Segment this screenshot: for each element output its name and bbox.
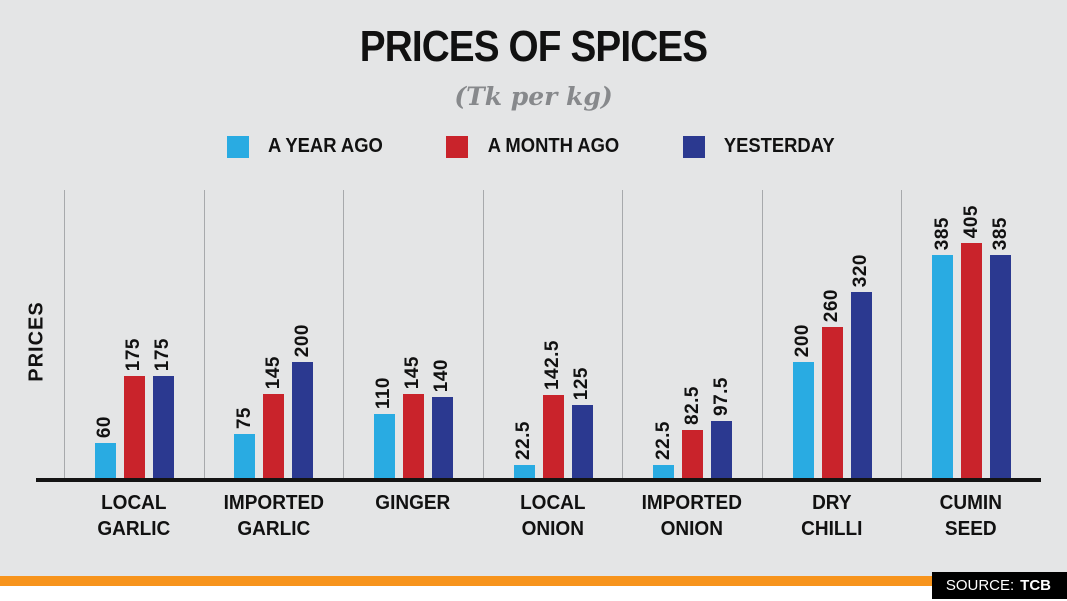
bar-cell: 60	[94, 416, 116, 478]
bar-cell: 200	[292, 324, 314, 478]
bar	[932, 255, 954, 478]
legend-swatch	[227, 135, 250, 158]
category-label: LOCAL ONION	[519, 492, 586, 540]
category-label: DRY CHILLI	[801, 492, 863, 540]
bar-value-label: 175	[123, 337, 145, 371]
bar-cell: 140	[431, 359, 453, 478]
bar	[263, 394, 285, 478]
bar	[513, 465, 535, 478]
orange-divider	[0, 576, 1067, 586]
bar-value-label: 320	[850, 253, 872, 287]
bar-value-label: 175	[152, 337, 174, 371]
bar-cell: 75	[234, 407, 256, 478]
bar-value-label: 140	[431, 358, 453, 392]
y-axis-label: PRICES	[25, 301, 48, 382]
bar-group: 75 145 200	[203, 190, 344, 478]
bar-cell: 145	[402, 356, 424, 478]
bar-value-label: 260	[821, 288, 843, 322]
bar-value-label: 22.5	[652, 421, 674, 460]
bar-cell: 110	[373, 377, 395, 478]
legend-item: A YEAR AGO	[227, 135, 388, 158]
bar-value-label: 200	[792, 323, 814, 357]
bar-group: 110 145 140	[343, 190, 483, 478]
bar	[850, 292, 872, 478]
bar	[123, 376, 145, 478]
bar-value-label: 22.5	[513, 421, 535, 460]
bar-value-label: 145	[402, 355, 424, 389]
bar-value-label: 385	[989, 216, 1011, 250]
bar	[431, 397, 453, 478]
category-label: LOCAL GARLIC	[97, 492, 171, 540]
bar-cell: 22.5	[653, 421, 675, 478]
bar-value-label: 97.5	[710, 377, 732, 416]
bar-group: 385 405 385	[901, 190, 1041, 478]
bar-cell: 22.5	[513, 421, 535, 478]
bar-cell: 145	[263, 356, 285, 478]
source-credit: SOURCE: TCB	[931, 572, 1067, 599]
bar	[542, 395, 564, 478]
bar	[292, 362, 314, 478]
bar	[711, 421, 733, 478]
legend-item: YESTERDAY	[683, 135, 839, 158]
legend-swatch	[683, 135, 706, 158]
bar-group: 200 260 320	[761, 190, 902, 478]
bar-value-label: 200	[291, 323, 313, 357]
bar	[152, 376, 174, 478]
bar	[821, 327, 843, 478]
x-axis-line	[36, 478, 1041, 482]
plot-area: 60 175 175 75 145 200 110 145 140 22.5 142.5 125 22.…	[64, 190, 1041, 478]
bar-cell: 320	[850, 254, 872, 478]
bar	[402, 394, 424, 478]
bar	[234, 434, 256, 478]
bar-cell: 142.5	[542, 340, 564, 478]
bar-cell: 200	[792, 324, 814, 478]
bar-value-label: 75	[233, 406, 255, 429]
bottom-strip	[0, 586, 1067, 601]
category-label: GINGER	[375, 492, 451, 514]
legend-item: A MONTH AGO	[446, 135, 625, 158]
bar-value-label: 385	[931, 216, 953, 250]
bar	[961, 243, 983, 478]
bar-cell: 385	[990, 217, 1012, 478]
category-labels: LOCAL GARLIC IMPORTED GARLIC GINGER LOCAL O…	[64, 490, 1041, 542]
bar-value-label: 125	[571, 366, 593, 400]
bar-value-label: 145	[262, 355, 284, 389]
bar-value-label: 142.5	[542, 339, 564, 390]
bar-cell: 175	[123, 338, 145, 478]
bar-group: 22.5 142.5 125	[482, 190, 623, 478]
bar-cell: 385	[932, 217, 954, 478]
bar-cell: 405	[961, 205, 983, 478]
legend-label: A YEAR AGO	[268, 135, 384, 157]
bar-cell: 260	[821, 289, 843, 478]
bar-cell: 82.5	[682, 386, 704, 478]
bar-value-label: 60	[94, 415, 116, 438]
category-label: IMPORTED GARLIC	[223, 492, 324, 540]
bar-group: 60 175 175	[64, 190, 204, 478]
legend: A YEAR AGO A MONTH AGO YESTERDAY	[0, 135, 1067, 158]
bar-cell: 175	[152, 338, 174, 478]
legend-label: A MONTH AGO	[487, 135, 620, 157]
bar	[990, 255, 1012, 478]
category-label: IMPORTED ONION	[641, 492, 743, 540]
bar	[792, 362, 814, 478]
source-value: TCB	[1020, 577, 1051, 594]
bar	[571, 405, 593, 478]
legend-swatch	[446, 135, 469, 158]
legend-label: YESTERDAY	[724, 135, 835, 157]
chart-subtitle: (Tk per kg)	[454, 82, 613, 111]
chart-title: PRICES OF SPICES	[359, 22, 708, 71]
bar-value-label: 82.5	[681, 386, 703, 425]
bar-cell: 97.5	[711, 377, 733, 478]
bar-group: 22.5 82.5 97.5	[622, 190, 762, 478]
bar	[682, 430, 704, 478]
bar-value-label: 110	[373, 376, 395, 409]
bar	[373, 414, 395, 478]
bar-value-label: 405	[960, 204, 982, 238]
category-label: CUMIN SEED	[940, 492, 1003, 540]
bar	[94, 443, 116, 478]
bar-cell: 125	[571, 367, 593, 478]
bar	[653, 465, 675, 478]
source-label: SOURCE:	[945, 577, 1015, 594]
